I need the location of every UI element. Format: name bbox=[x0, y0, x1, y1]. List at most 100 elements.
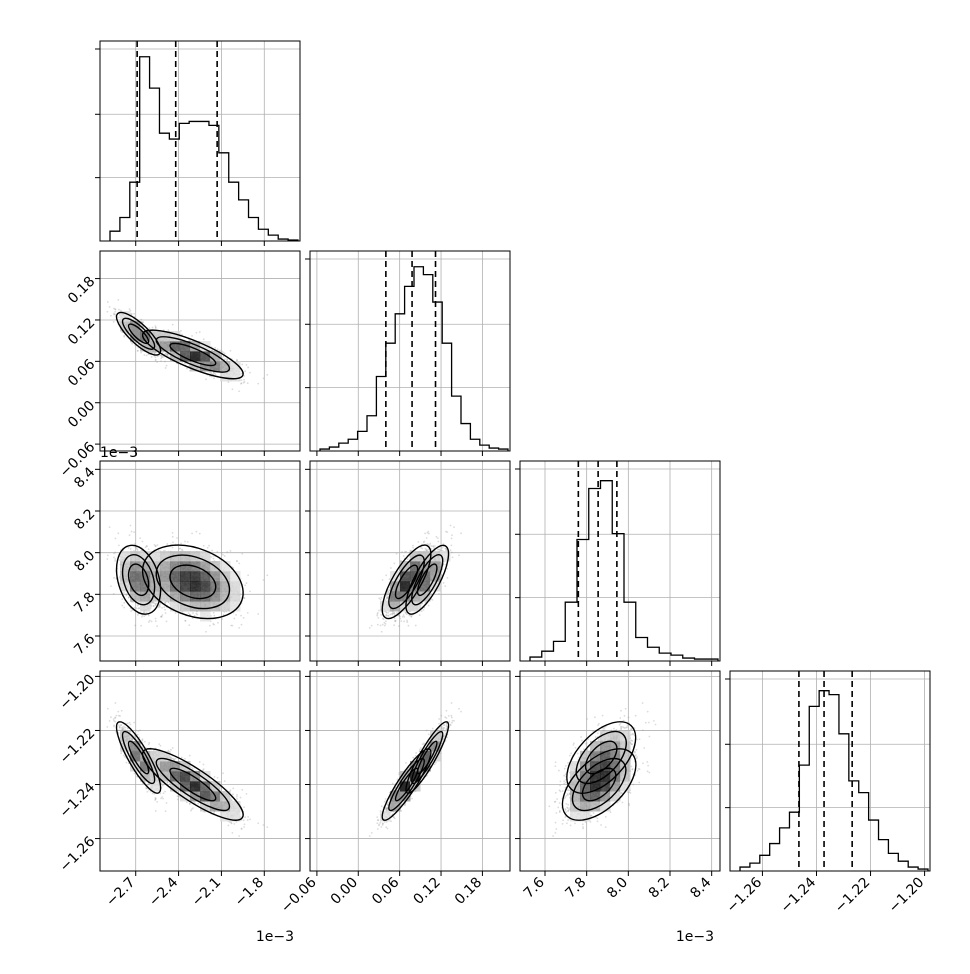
density-cell bbox=[200, 601, 211, 612]
sample-point bbox=[175, 612, 177, 614]
sample-point bbox=[243, 617, 245, 619]
sample-point bbox=[180, 543, 182, 545]
sample-point bbox=[224, 555, 226, 557]
sample-point bbox=[211, 550, 213, 552]
sample-point bbox=[243, 382, 245, 384]
sample-point bbox=[210, 372, 212, 374]
sample-point bbox=[196, 332, 198, 334]
sample-point bbox=[114, 308, 116, 310]
sample-point bbox=[423, 609, 425, 611]
sample-point bbox=[142, 541, 144, 543]
sample-point bbox=[199, 533, 201, 535]
sample-point bbox=[191, 533, 193, 535]
sample-point bbox=[113, 593, 115, 595]
sample-point bbox=[230, 350, 232, 352]
density-cell bbox=[190, 571, 201, 582]
sample-point bbox=[187, 541, 189, 543]
sample-point bbox=[221, 350, 223, 352]
sample-point bbox=[249, 372, 251, 374]
sample-point bbox=[138, 607, 140, 609]
sample-point bbox=[241, 624, 243, 626]
sample-point bbox=[210, 556, 212, 558]
sample-point bbox=[165, 612, 167, 614]
sample-point bbox=[161, 614, 163, 616]
sample-point bbox=[114, 560, 116, 562]
sample-point bbox=[209, 625, 211, 627]
sample-point bbox=[165, 367, 167, 369]
sample-point bbox=[137, 549, 139, 551]
sample-point bbox=[240, 615, 242, 617]
density-cell bbox=[160, 581, 171, 592]
sample-point bbox=[247, 612, 249, 614]
sample-point bbox=[247, 574, 249, 576]
sample-point bbox=[222, 356, 224, 358]
sample-point bbox=[159, 606, 161, 608]
sample-point bbox=[188, 624, 190, 626]
sample-point bbox=[244, 370, 246, 372]
sample-point bbox=[155, 325, 157, 327]
density-cell bbox=[200, 611, 211, 622]
sample-point bbox=[107, 554, 109, 556]
sample-point bbox=[160, 360, 162, 362]
sample-point bbox=[107, 301, 109, 303]
sample-point bbox=[137, 604, 139, 606]
sample-point bbox=[172, 324, 174, 326]
sample-point bbox=[236, 359, 238, 361]
sample-point bbox=[257, 613, 259, 615]
sample-point bbox=[241, 382, 243, 384]
sample-point bbox=[131, 343, 133, 345]
sample-point bbox=[115, 538, 117, 540]
hist-panel-p1 bbox=[310, 251, 510, 451]
sample-point bbox=[402, 616, 404, 618]
sample-point bbox=[133, 313, 135, 315]
sample-point bbox=[113, 553, 115, 555]
sample-point bbox=[164, 602, 166, 604]
sample-point bbox=[168, 601, 170, 603]
sample-point bbox=[131, 531, 133, 533]
sample-point bbox=[110, 315, 112, 317]
sample-point bbox=[232, 388, 234, 390]
density-cell bbox=[140, 591, 151, 602]
sample-point bbox=[421, 610, 423, 612]
sample-point bbox=[216, 551, 218, 553]
density-cell bbox=[180, 581, 191, 592]
sample-point bbox=[133, 531, 135, 533]
sample-point bbox=[155, 356, 157, 358]
sample-point bbox=[246, 364, 248, 366]
sample-point bbox=[191, 335, 193, 337]
sample-point bbox=[118, 316, 120, 318]
sample-point bbox=[158, 606, 160, 608]
sample-point bbox=[179, 548, 181, 550]
sample-point bbox=[130, 525, 132, 527]
sample-point bbox=[154, 544, 156, 546]
sample-point bbox=[184, 541, 186, 543]
sample-point bbox=[263, 579, 265, 581]
sample-point bbox=[140, 352, 142, 354]
sample-point bbox=[244, 584, 246, 586]
scatter-panel-p1-p2 bbox=[310, 461, 510, 661]
sample-point bbox=[398, 625, 400, 627]
sample-point bbox=[143, 615, 145, 617]
sample-point bbox=[172, 532, 174, 534]
sample-point bbox=[140, 319, 142, 321]
sample-point bbox=[412, 545, 414, 547]
panel-frame bbox=[310, 251, 510, 451]
sample-point bbox=[212, 623, 214, 625]
sample-point bbox=[246, 582, 248, 584]
sample-point bbox=[148, 621, 150, 623]
sample-point bbox=[213, 558, 215, 560]
density-cell bbox=[190, 601, 201, 612]
sample-point bbox=[437, 537, 439, 539]
sample-point bbox=[157, 544, 159, 546]
sample-point bbox=[113, 556, 115, 558]
sample-point bbox=[155, 327, 157, 329]
sample-point bbox=[238, 627, 240, 629]
sample-point bbox=[221, 552, 223, 554]
sample-point bbox=[114, 558, 116, 560]
sample-point bbox=[238, 390, 240, 392]
density-cell bbox=[130, 571, 141, 582]
sample-point bbox=[186, 368, 188, 370]
density-cell bbox=[180, 561, 191, 572]
sample-point bbox=[109, 306, 111, 308]
sample-point bbox=[226, 551, 228, 553]
